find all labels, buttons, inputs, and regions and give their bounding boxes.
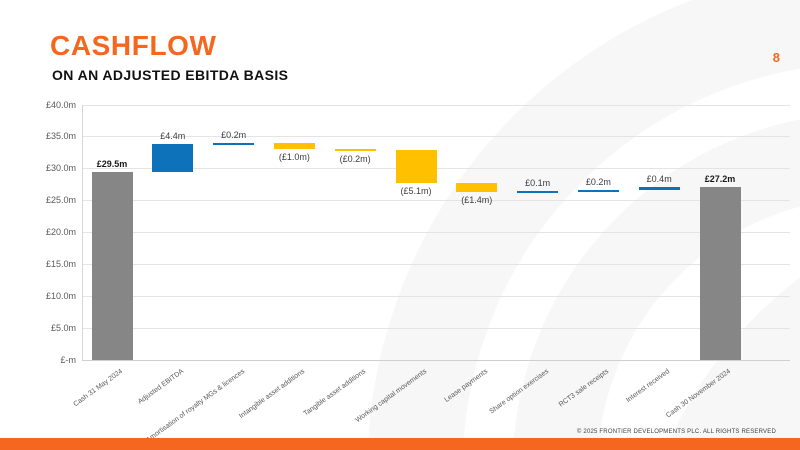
gridline bbox=[82, 327, 790, 329]
bar-value-label: £27.2m bbox=[704, 173, 736, 184]
bar-value-label: £0.2m bbox=[585, 176, 611, 187]
page-title: CASHFLOW bbox=[50, 30, 217, 61]
bar-value-label: (£1.4m) bbox=[461, 194, 493, 205]
bar bbox=[91, 171, 133, 360]
bar-value-label: £0.2m bbox=[221, 129, 247, 140]
bar bbox=[152, 143, 194, 172]
bar-value-label: (£0.2m) bbox=[339, 153, 371, 164]
bar bbox=[577, 189, 619, 192]
gridline bbox=[82, 359, 790, 361]
bar-value-label: £0.1m bbox=[525, 178, 551, 189]
slide-header: CASHFLOW ON AN ADJUSTED EBITDA BASIS bbox=[50, 30, 288, 83]
y-axis-line bbox=[82, 105, 83, 360]
bar-value-label: (£1.0m) bbox=[278, 151, 310, 162]
y-axis-label: £35.0m bbox=[45, 131, 76, 142]
bar bbox=[517, 191, 559, 194]
y-axis-label: £10.0m bbox=[45, 290, 76, 301]
bar bbox=[699, 186, 741, 360]
bar bbox=[638, 187, 680, 190]
bar bbox=[334, 148, 376, 151]
y-axis-label: £20.0m bbox=[45, 227, 76, 237]
bar-value-label: £4.4m bbox=[160, 130, 186, 141]
bar bbox=[273, 142, 315, 149]
y-axis-label: £-m bbox=[60, 354, 77, 365]
gridline bbox=[82, 295, 790, 297]
waterfall-chart: £-m £5.0m £10.0m £15.0m £20.0m £25.0m £30.0m £3… bbox=[0, 100, 800, 444]
bar bbox=[456, 182, 498, 192]
bar bbox=[395, 150, 437, 183]
page-number: 8 bbox=[772, 50, 780, 65]
page-subtitle: ON AN ADJUSTED EBITDA BASIS bbox=[52, 67, 289, 83]
bar-value-label: £29.5m bbox=[96, 158, 128, 169]
gridline bbox=[82, 263, 790, 265]
gridline bbox=[82, 232, 790, 233]
y-axis-label: £30.0m bbox=[45, 163, 76, 174]
bar bbox=[213, 142, 255, 145]
accent-bottom-bar bbox=[0, 438, 800, 450]
gridline bbox=[82, 200, 790, 202]
bar-value-label: (£5.1m) bbox=[400, 185, 432, 196]
y-axis-label: £40.0m bbox=[45, 99, 76, 110]
bar-value-label: £0.4m bbox=[646, 174, 672, 185]
copyright-notice: © 2025 FRONTIER DEVELOPMENTS PLC. ALL RI… bbox=[576, 429, 776, 435]
y-axis-label: £5.0m bbox=[50, 322, 76, 333]
y-axis-label: £25.0m bbox=[45, 195, 76, 206]
y-axis-label: £15.0m bbox=[45, 258, 76, 269]
gridline bbox=[82, 104, 790, 106]
